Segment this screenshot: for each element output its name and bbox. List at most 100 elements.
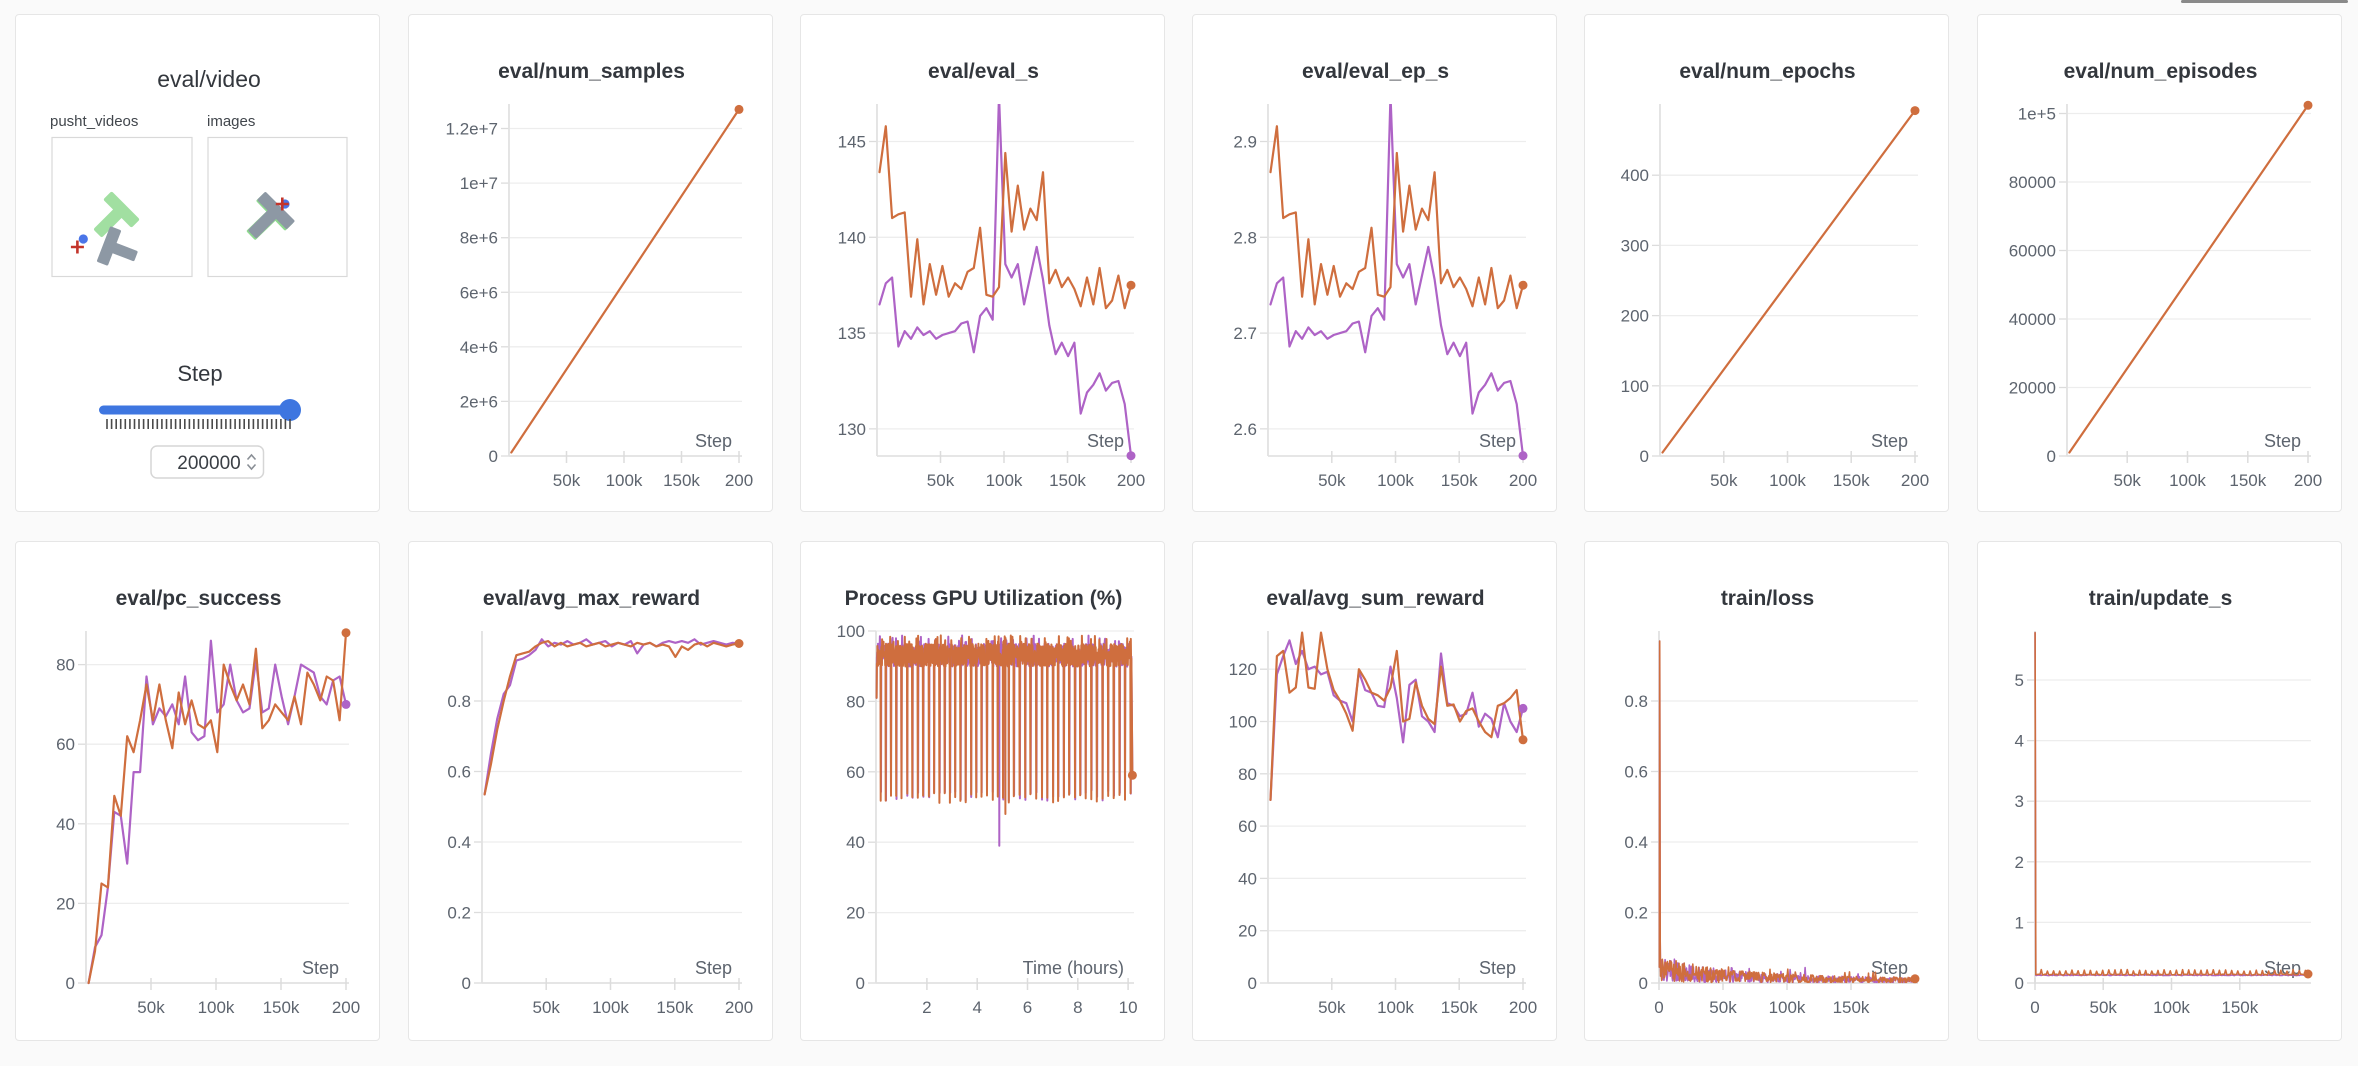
svg-text:150k: 150k	[663, 471, 700, 490]
svg-text:eval/eval_s: eval/eval_s	[928, 60, 1039, 83]
svg-text:20000: 20000	[2009, 379, 2056, 398]
svg-text:Process GPU Utilization (%): Process GPU Utilization (%)	[845, 587, 1123, 610]
svg-text:200: 200	[725, 471, 753, 490]
svg-text:120: 120	[1229, 660, 1257, 679]
svg-text:4: 4	[2015, 732, 2024, 751]
svg-text:20: 20	[56, 894, 75, 913]
svg-text:200: 200	[725, 998, 753, 1017]
svg-text:eval/eval_ep_s: eval/eval_ep_s	[1302, 60, 1449, 83]
svg-text:2.6: 2.6	[1233, 420, 1257, 439]
svg-text:50k: 50k	[2089, 998, 2117, 1017]
svg-text:300: 300	[1621, 236, 1649, 255]
svg-text:Step: Step	[695, 431, 732, 451]
svg-text:1: 1	[2015, 913, 2024, 932]
svg-text:0.6: 0.6	[447, 763, 471, 782]
svg-text:0: 0	[1640, 447, 1649, 466]
svg-text:200000: 200000	[177, 453, 240, 474]
svg-text:eval/pc_success: eval/pc_success	[116, 587, 282, 610]
svg-text:0: 0	[2047, 447, 2056, 466]
svg-text:80000: 80000	[2009, 173, 2056, 192]
svg-text:50k: 50k	[1318, 471, 1346, 490]
svg-text:200: 200	[1901, 471, 1929, 490]
svg-text:200: 200	[1509, 471, 1537, 490]
svg-text:eval/avg_sum_reward: eval/avg_sum_reward	[1266, 587, 1484, 610]
svg-text:100k: 100k	[198, 998, 235, 1017]
svg-text:400: 400	[1621, 166, 1649, 185]
svg-text:Step: Step	[2264, 431, 2301, 451]
svg-text:80: 80	[846, 692, 865, 711]
svg-text:50k: 50k	[2113, 471, 2141, 490]
svg-text:10: 10	[1119, 998, 1138, 1017]
svg-text:100k: 100k	[592, 998, 629, 1017]
svg-text:0: 0	[66, 974, 75, 993]
svg-text:150k: 150k	[1833, 998, 1870, 1017]
svg-text:100k: 100k	[2153, 998, 2190, 1017]
svg-text:0: 0	[1248, 974, 1257, 993]
svg-text:0.2: 0.2	[447, 904, 471, 923]
svg-text:0: 0	[462, 974, 471, 993]
svg-text:100k: 100k	[1769, 471, 1806, 490]
svg-text:0.4: 0.4	[1624, 833, 1648, 852]
svg-text:100k: 100k	[1377, 998, 1414, 1017]
svg-text:50k: 50k	[1318, 998, 1346, 1017]
svg-text:train/loss: train/loss	[1721, 587, 1814, 610]
svg-text:140: 140	[838, 228, 866, 247]
svg-text:Step: Step	[1087, 431, 1124, 451]
svg-text:eval/avg_max_reward: eval/avg_max_reward	[483, 587, 700, 610]
svg-text:8e+6: 8e+6	[460, 229, 498, 248]
svg-text:images: images	[207, 113, 255, 130]
svg-text:135: 135	[838, 324, 866, 343]
svg-text:200: 200	[1621, 307, 1649, 326]
svg-text:50k: 50k	[1709, 998, 1737, 1017]
svg-text:pusht_videos: pusht_videos	[50, 113, 138, 130]
svg-text:1.2e+7: 1.2e+7	[446, 120, 498, 139]
svg-text:20: 20	[846, 904, 865, 923]
svg-text:200: 200	[332, 998, 360, 1017]
svg-text:0: 0	[2030, 998, 2039, 1017]
svg-text:150k: 150k	[1441, 998, 1478, 1017]
svg-text:5: 5	[2015, 671, 2024, 690]
svg-text:150k: 150k	[263, 998, 300, 1017]
svg-text:40000: 40000	[2009, 310, 2056, 329]
svg-text:train/update_s: train/update_s	[2089, 587, 2233, 610]
svg-text:Step: Step	[302, 958, 339, 978]
svg-text:4e+6: 4e+6	[460, 338, 498, 357]
svg-text:200: 200	[2294, 471, 2322, 490]
svg-text:0.8: 0.8	[447, 692, 471, 711]
svg-text:0.2: 0.2	[1624, 904, 1648, 923]
svg-text:100k: 100k	[606, 471, 643, 490]
svg-text:eval/video: eval/video	[157, 66, 261, 92]
svg-text:100: 100	[1621, 377, 1649, 396]
svg-text:150k: 150k	[2229, 471, 2266, 490]
svg-text:20: 20	[1238, 922, 1257, 941]
svg-text:50k: 50k	[553, 471, 581, 490]
svg-text:100k: 100k	[2169, 471, 2206, 490]
svg-text:200: 200	[1117, 471, 1145, 490]
svg-text:0: 0	[2015, 974, 2024, 993]
svg-text:6e+6: 6e+6	[460, 283, 498, 302]
svg-text:0: 0	[1639, 974, 1648, 993]
svg-text:40: 40	[846, 833, 865, 852]
svg-text:150k: 150k	[1833, 471, 1870, 490]
svg-text:150k: 150k	[2221, 998, 2258, 1017]
svg-text:Time (hours): Time (hours)	[1023, 958, 1124, 978]
svg-text:150k: 150k	[656, 998, 693, 1017]
svg-text:3: 3	[2015, 792, 2024, 811]
svg-text:40: 40	[1238, 869, 1257, 888]
svg-text:0.6: 0.6	[1624, 763, 1648, 782]
svg-text:2.9: 2.9	[1233, 133, 1257, 152]
svg-text:40: 40	[56, 815, 75, 834]
svg-text:Step: Step	[1479, 431, 1516, 451]
svg-text:eval/num_epochs: eval/num_epochs	[1679, 60, 1855, 83]
svg-text:150k: 150k	[1049, 471, 1086, 490]
svg-text:130: 130	[838, 420, 866, 439]
svg-text:8: 8	[1073, 998, 1082, 1017]
svg-text:Step: Step	[1479, 958, 1516, 978]
svg-text:100: 100	[1229, 713, 1257, 732]
svg-text:Step: Step	[177, 361, 222, 386]
svg-text:0: 0	[856, 974, 865, 993]
svg-text:60000: 60000	[2009, 242, 2056, 261]
svg-text:2: 2	[922, 998, 931, 1017]
svg-text:2e+6: 2e+6	[460, 392, 498, 411]
svg-text:50k: 50k	[1710, 471, 1738, 490]
